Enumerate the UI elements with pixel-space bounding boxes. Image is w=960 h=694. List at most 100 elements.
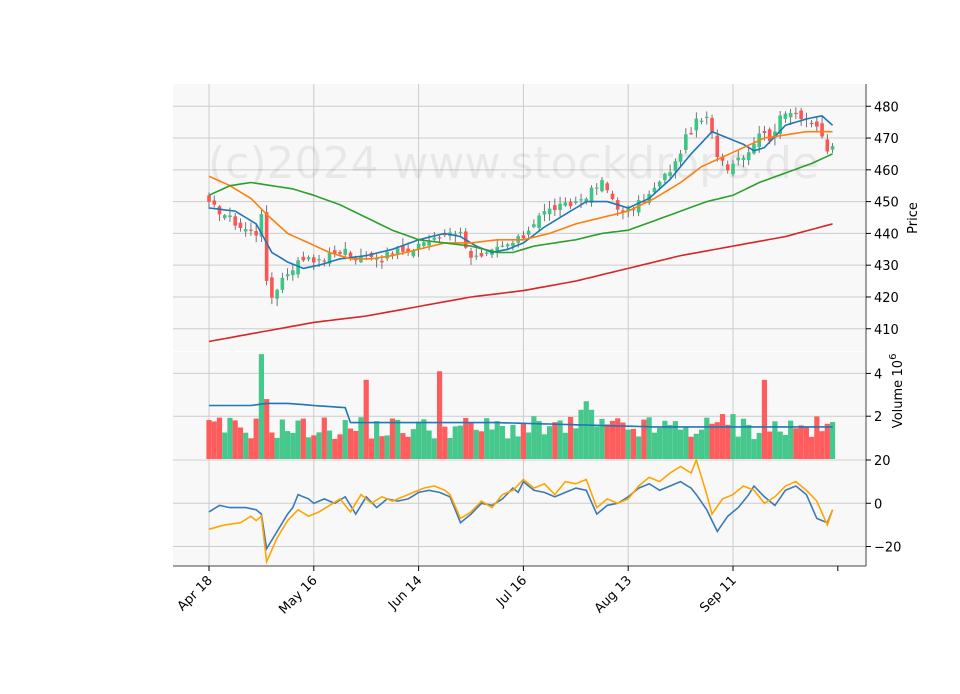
volume-bar xyxy=(484,418,490,459)
volume-bar xyxy=(547,426,553,459)
volume-bar xyxy=(337,434,343,459)
volume-bar xyxy=(824,423,830,459)
oscillator-y-tick-label: −20 xyxy=(874,541,901,556)
candle-body xyxy=(558,203,562,210)
volume-bar xyxy=(494,421,500,459)
candle-body xyxy=(275,289,279,299)
volume-bar xyxy=(447,437,453,459)
volume-bar xyxy=(321,417,327,459)
volume-bar xyxy=(620,422,626,459)
volume-bar xyxy=(342,419,348,459)
volume-bar xyxy=(767,431,773,459)
candle-body xyxy=(788,112,793,118)
volume-bar xyxy=(237,427,244,459)
candle-body xyxy=(684,134,688,150)
candle-body xyxy=(285,274,290,277)
volume-bar xyxy=(384,435,390,459)
volume-bar xyxy=(368,438,375,459)
volume-bar xyxy=(463,417,469,459)
volume-bar xyxy=(526,432,532,459)
volume-bar xyxy=(347,428,354,459)
oscillator-y-tick-label: 20 xyxy=(874,454,891,469)
volume-bar xyxy=(363,379,369,459)
ma_mid-line xyxy=(208,130,833,260)
price-y-tick-label: 420 xyxy=(874,291,899,306)
volume-bar xyxy=(389,418,395,459)
volume-bar xyxy=(688,436,694,459)
volume-bar xyxy=(714,422,720,459)
volume-bar xyxy=(436,371,443,459)
candle-body xyxy=(343,248,348,255)
ma_long-line xyxy=(208,153,833,254)
volume-bar xyxy=(285,431,291,459)
candle-body xyxy=(406,248,410,253)
candle-body xyxy=(663,173,667,181)
candle-body xyxy=(385,251,389,259)
volume-bar xyxy=(379,436,385,459)
candle-body xyxy=(259,214,264,237)
candle-body xyxy=(746,152,751,161)
x-tick-label: Aug 13 xyxy=(592,573,635,616)
candle-body xyxy=(621,210,625,213)
price-y-tick-label: 470 xyxy=(874,132,899,147)
volume-bar xyxy=(761,379,768,459)
volume-bar xyxy=(510,424,516,459)
candle-body xyxy=(715,135,720,158)
volume-bar xyxy=(667,425,673,459)
candle-body xyxy=(380,260,384,263)
price-panel xyxy=(173,84,866,351)
candle-body xyxy=(605,183,610,191)
volume-bar xyxy=(803,427,809,459)
volume-bar xyxy=(269,432,275,459)
candle-body xyxy=(332,250,337,255)
volume-bar xyxy=(630,428,637,459)
candle-body xyxy=(626,208,630,212)
volume-bar xyxy=(536,421,542,459)
price-y-tick-label: 410 xyxy=(874,323,899,338)
volume-bar xyxy=(253,418,259,459)
candle-body xyxy=(207,195,211,202)
candle-body xyxy=(228,215,232,218)
volume-bar xyxy=(693,433,699,459)
candle-body xyxy=(762,131,767,134)
candle-body xyxy=(657,181,662,187)
candle-body xyxy=(579,199,583,201)
volume-bar xyxy=(678,429,684,459)
candle-body xyxy=(401,245,405,252)
volume-bar xyxy=(499,425,506,459)
volume-bar xyxy=(305,437,312,459)
volume-bar xyxy=(243,432,249,459)
candle-body xyxy=(809,122,814,125)
volume-bar xyxy=(740,418,747,459)
volume-bar xyxy=(651,432,657,459)
volume-bar xyxy=(709,423,715,459)
grid-lines xyxy=(173,84,866,566)
candle-body xyxy=(432,237,437,240)
volume-bar xyxy=(751,439,757,459)
volume-bar xyxy=(588,409,595,459)
volume-bar xyxy=(829,422,836,459)
watermark-text: (c)2024 www.stockdrops.de xyxy=(208,138,819,189)
volume-bar xyxy=(777,431,783,459)
volume-bar xyxy=(578,409,584,459)
volume-bar xyxy=(819,431,825,459)
candle-body xyxy=(689,133,693,135)
volume-bar xyxy=(531,416,537,459)
oscillator-panel xyxy=(173,460,866,566)
volume-bar xyxy=(730,414,736,459)
volume-bar xyxy=(222,432,228,459)
volume-bar xyxy=(646,417,652,459)
candle-body xyxy=(422,242,426,246)
volume-bar xyxy=(316,432,322,459)
candle-body xyxy=(416,243,421,250)
x-tick-label: Jul 16 xyxy=(493,573,530,610)
volume-bar xyxy=(636,436,642,459)
volume-bar xyxy=(793,428,799,459)
volume-bar xyxy=(332,438,338,459)
candle-body xyxy=(296,260,300,275)
candle-body xyxy=(652,187,657,193)
candle-body xyxy=(222,215,227,219)
candle-body xyxy=(443,234,447,236)
volume-bar xyxy=(735,436,741,459)
